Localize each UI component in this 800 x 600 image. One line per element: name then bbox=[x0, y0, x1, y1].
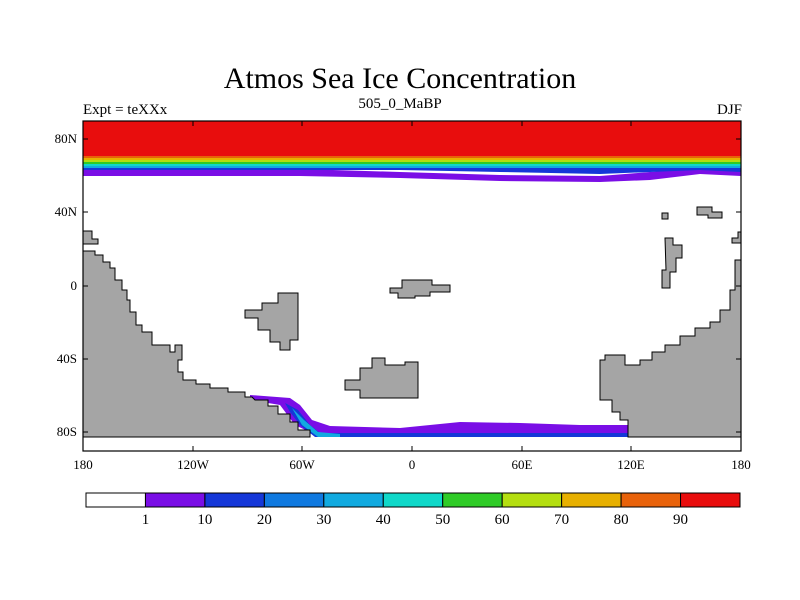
colorbar-swatch bbox=[680, 492, 741, 508]
colorbar-label: 30 bbox=[316, 512, 331, 528]
colorbar-swatch bbox=[263, 492, 325, 508]
map-title: Atmos Sea Ice Concentration bbox=[223, 62, 577, 95]
y-tick-label: 80N bbox=[55, 131, 78, 146]
colorbar-label: 40 bbox=[376, 512, 391, 528]
x-tick-label: 60E bbox=[512, 457, 533, 472]
x-tick-marks bbox=[82, 121, 742, 451]
period-label: 505_0_MaBP bbox=[358, 96, 442, 112]
colorbar-label: 10 bbox=[197, 512, 212, 528]
colorbar-label: 20 bbox=[257, 512, 272, 528]
y-tick-label: 80S bbox=[57, 424, 77, 439]
colorbar-label: 70 bbox=[554, 512, 569, 528]
colorbar-swatch bbox=[561, 492, 622, 508]
eastern-peninsula bbox=[661, 237, 683, 289]
x-tick-label: 60W bbox=[289, 457, 315, 472]
antarctic-sea-ice bbox=[250, 395, 628, 437]
eastern-coast-north bbox=[731, 231, 741, 244]
colorbar-swatch bbox=[204, 492, 265, 508]
colorbar-swatch bbox=[144, 492, 206, 508]
western-continent bbox=[83, 250, 311, 438]
x-tick-label: 120E bbox=[617, 457, 645, 472]
eastern-continent bbox=[599, 259, 741, 438]
central-island-south bbox=[344, 357, 419, 399]
colorbar-swatch bbox=[442, 492, 503, 508]
season-label: DJF bbox=[716, 102, 742, 118]
colorbar-swatch bbox=[501, 492, 563, 508]
colorbar-label: 60 bbox=[495, 512, 510, 528]
colorbar-label: 80 bbox=[614, 512, 629, 528]
western-island bbox=[83, 230, 99, 245]
y-tick-label: 40S bbox=[57, 351, 77, 366]
x-tick-label: 0 bbox=[409, 457, 416, 472]
y-tick-label: 40N bbox=[55, 204, 78, 219]
colorbar-labels: 1 10 20 30 40 50 60 70 80 90 bbox=[142, 512, 688, 528]
y-tick-label: 0 bbox=[71, 278, 78, 293]
colorbar-label: 50 bbox=[435, 512, 450, 528]
x-tick-label: 120W bbox=[177, 457, 210, 472]
colorbar-swatch bbox=[620, 492, 682, 508]
arctic-sea-ice bbox=[83, 121, 741, 182]
y-tick-marks bbox=[83, 138, 741, 433]
x-tick-label: 180 bbox=[731, 457, 751, 472]
x-tick-label: 180 bbox=[73, 457, 93, 472]
colorbar-swatch bbox=[323, 492, 384, 508]
central-island-north bbox=[389, 279, 451, 299]
eastern-island-north bbox=[696, 206, 723, 219]
colorbar bbox=[85, 492, 741, 508]
eastern-island-small bbox=[661, 212, 669, 220]
colorbar-label: 1 bbox=[142, 512, 150, 528]
colorbar-label: 90 bbox=[673, 512, 688, 528]
central-island-west bbox=[244, 292, 299, 351]
colorbar-swatch bbox=[85, 492, 146, 508]
land-masses bbox=[83, 206, 741, 438]
experiment-label: Expt = teXXx bbox=[83, 102, 168, 118]
colorbar-swatch bbox=[382, 492, 444, 508]
